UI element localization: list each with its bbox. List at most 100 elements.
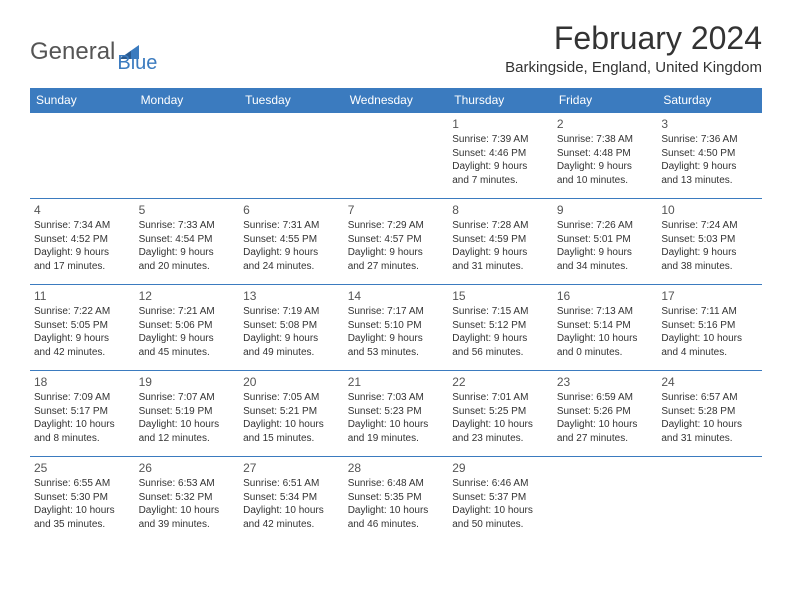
day-number: 16 [557, 289, 654, 303]
day-cell: 1Sunrise: 7:39 AMSunset: 4:46 PMDaylight… [448, 113, 553, 199]
title-block: February 2024 Barkingside, England, Unit… [505, 20, 762, 76]
sunrise-text: Sunrise: 7:33 AM [139, 219, 236, 233]
sunset-text: Sunset: 5:14 PM [557, 319, 654, 333]
daylight2-text: and 13 minutes. [661, 174, 758, 188]
day-number: 2 [557, 117, 654, 131]
sunset-text: Sunset: 5:30 PM [34, 491, 131, 505]
sunset-text: Sunset: 5:19 PM [139, 405, 236, 419]
day-number: 3 [661, 117, 758, 131]
day-number: 20 [243, 375, 340, 389]
sunset-text: Sunset: 5:05 PM [34, 319, 131, 333]
daylight2-text: and 27 minutes. [557, 432, 654, 446]
day-number: 19 [139, 375, 236, 389]
day-cell: 13Sunrise: 7:19 AMSunset: 5:08 PMDayligh… [239, 285, 344, 371]
header: General Blue February 2024 Barkingside, … [30, 20, 762, 76]
daylight2-text: and 39 minutes. [139, 518, 236, 532]
sunrise-text: Sunrise: 6:55 AM [34, 477, 131, 491]
sunrise-text: Sunrise: 7:05 AM [243, 391, 340, 405]
daylight2-text: and 35 minutes. [34, 518, 131, 532]
day-cell: 8Sunrise: 7:28 AMSunset: 4:59 PMDaylight… [448, 199, 553, 285]
daylight2-text: and 42 minutes. [243, 518, 340, 532]
sunrise-text: Sunrise: 7:11 AM [661, 305, 758, 319]
sunrise-text: Sunrise: 7:26 AM [557, 219, 654, 233]
blank-cell [239, 113, 344, 199]
sunset-text: Sunset: 5:34 PM [243, 491, 340, 505]
day-number: 1 [452, 117, 549, 131]
sunrise-text: Sunrise: 7:29 AM [348, 219, 445, 233]
blank-cell [30, 113, 135, 199]
day-header-saturday: Saturday [657, 88, 762, 113]
calendar-week-row: 4Sunrise: 7:34 AMSunset: 4:52 PMDaylight… [30, 199, 762, 285]
daylight2-text: and 56 minutes. [452, 346, 549, 360]
daylight2-text: and 23 minutes. [452, 432, 549, 446]
daylight1-text: Daylight: 9 hours [348, 332, 445, 346]
calendar-table: SundayMondayTuesdayWednesdayThursdayFrid… [30, 88, 762, 543]
sunset-text: Sunset: 4:50 PM [661, 147, 758, 161]
daylight1-text: Daylight: 9 hours [557, 246, 654, 260]
sunset-text: Sunset: 5:17 PM [34, 405, 131, 419]
daylight1-text: Daylight: 10 hours [34, 418, 131, 432]
day-cell: 17Sunrise: 7:11 AMSunset: 5:16 PMDayligh… [657, 285, 762, 371]
sunrise-text: Sunrise: 7:09 AM [34, 391, 131, 405]
day-number: 27 [243, 461, 340, 475]
daylight1-text: Daylight: 10 hours [348, 418, 445, 432]
sunrise-text: Sunrise: 7:19 AM [243, 305, 340, 319]
location: Barkingside, England, United Kingdom [505, 59, 762, 76]
sunrise-text: Sunrise: 7:21 AM [139, 305, 236, 319]
sunrise-text: Sunrise: 7:31 AM [243, 219, 340, 233]
daylight2-text: and 46 minutes. [348, 518, 445, 532]
day-number: 6 [243, 203, 340, 217]
day-number: 8 [452, 203, 549, 217]
daylight1-text: Daylight: 10 hours [243, 418, 340, 432]
day-header-monday: Monday [135, 88, 240, 113]
blank-cell [344, 113, 449, 199]
sunset-text: Sunset: 5:12 PM [452, 319, 549, 333]
sunrise-text: Sunrise: 7:22 AM [34, 305, 131, 319]
sunrise-text: Sunrise: 6:57 AM [661, 391, 758, 405]
sunset-text: Sunset: 4:52 PM [34, 233, 131, 247]
daylight1-text: Daylight: 10 hours [557, 332, 654, 346]
day-number: 15 [452, 289, 549, 303]
sunrise-text: Sunrise: 7:28 AM [452, 219, 549, 233]
sunset-text: Sunset: 4:57 PM [348, 233, 445, 247]
sunset-text: Sunset: 5:01 PM [557, 233, 654, 247]
logo-text-blue: Blue [117, 52, 157, 75]
daylight2-text: and 38 minutes. [661, 260, 758, 274]
daylight1-text: Daylight: 10 hours [348, 504, 445, 518]
daylight1-text: Daylight: 9 hours [139, 332, 236, 346]
daylight1-text: Daylight: 9 hours [139, 246, 236, 260]
daylight1-text: Daylight: 9 hours [348, 246, 445, 260]
daylight1-text: Daylight: 9 hours [34, 332, 131, 346]
calendar-body: 1Sunrise: 7:39 AMSunset: 4:46 PMDaylight… [30, 113, 762, 543]
sunset-text: Sunset: 5:37 PM [452, 491, 549, 505]
daylight1-text: Daylight: 10 hours [661, 332, 758, 346]
day-cell: 25Sunrise: 6:55 AMSunset: 5:30 PMDayligh… [30, 457, 135, 543]
sunset-text: Sunset: 5:08 PM [243, 319, 340, 333]
daylight1-text: Daylight: 10 hours [139, 418, 236, 432]
sunset-text: Sunset: 5:35 PM [348, 491, 445, 505]
day-number: 28 [348, 461, 445, 475]
daylight1-text: Daylight: 10 hours [34, 504, 131, 518]
sunset-text: Sunset: 4:54 PM [139, 233, 236, 247]
daylight2-text: and 20 minutes. [139, 260, 236, 274]
day-cell: 7Sunrise: 7:29 AMSunset: 4:57 PMDaylight… [344, 199, 449, 285]
sunrise-text: Sunrise: 7:13 AM [557, 305, 654, 319]
sunset-text: Sunset: 5:06 PM [139, 319, 236, 333]
sunrise-text: Sunrise: 6:48 AM [348, 477, 445, 491]
day-number: 13 [243, 289, 340, 303]
blank-cell [553, 457, 658, 543]
day-number: 17 [661, 289, 758, 303]
sunset-text: Sunset: 5:26 PM [557, 405, 654, 419]
day-number: 29 [452, 461, 549, 475]
day-cell: 27Sunrise: 6:51 AMSunset: 5:34 PMDayligh… [239, 457, 344, 543]
daylight1-text: Daylight: 9 hours [243, 246, 340, 260]
day-header-row: SundayMondayTuesdayWednesdayThursdayFrid… [30, 88, 762, 113]
day-cell: 14Sunrise: 7:17 AMSunset: 5:10 PMDayligh… [344, 285, 449, 371]
day-cell: 5Sunrise: 7:33 AMSunset: 4:54 PMDaylight… [135, 199, 240, 285]
day-cell: 2Sunrise: 7:38 AMSunset: 4:48 PMDaylight… [553, 113, 658, 199]
day-cell: 11Sunrise: 7:22 AMSunset: 5:05 PMDayligh… [30, 285, 135, 371]
daylight2-text: and 15 minutes. [243, 432, 340, 446]
daylight2-text: and 42 minutes. [34, 346, 131, 360]
daylight1-text: Daylight: 10 hours [661, 418, 758, 432]
daylight1-text: Daylight: 9 hours [661, 160, 758, 174]
